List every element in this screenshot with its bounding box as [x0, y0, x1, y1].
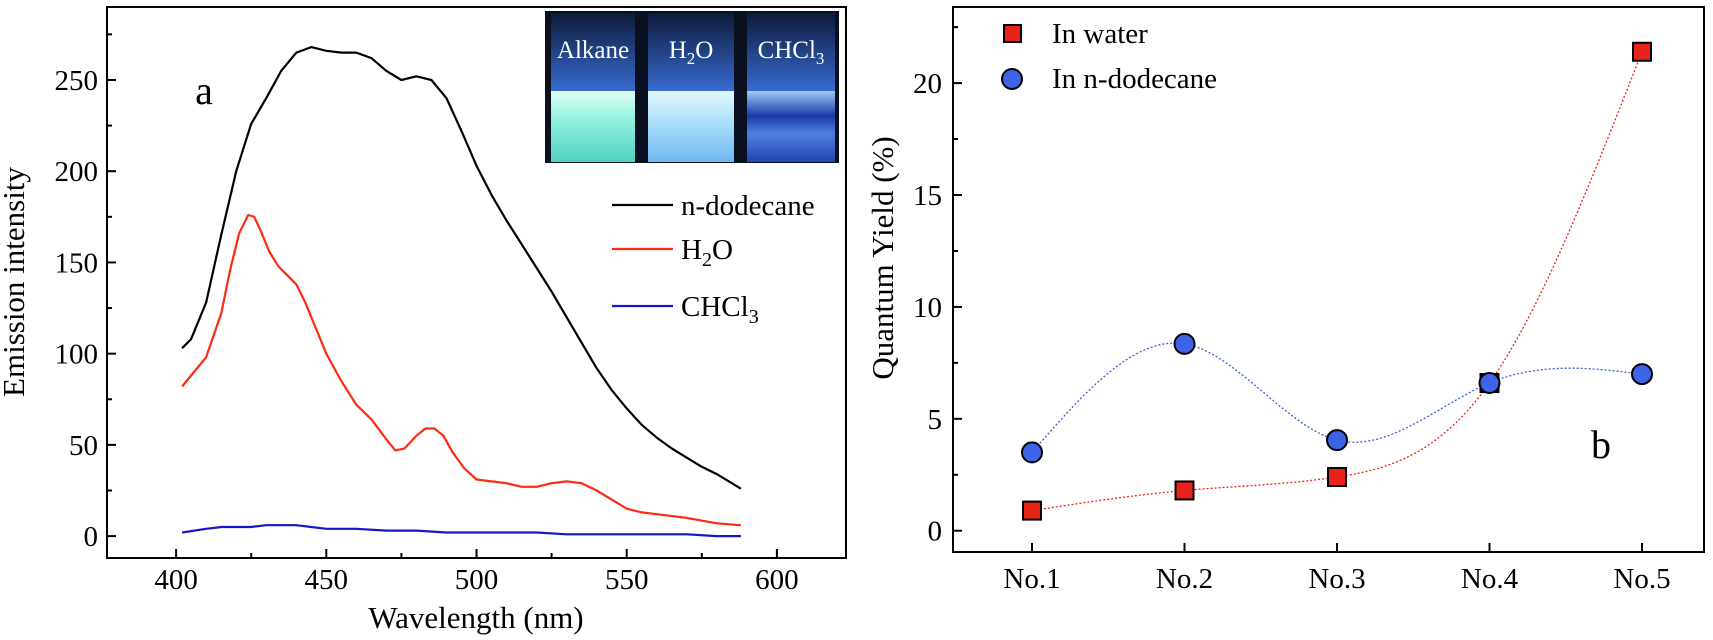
panel-a-ticks: 400 450 500 550 600 0 50 100 150 200 250 — [55, 33, 799, 596]
panel-a-series-group — [181, 45, 742, 538]
marker-in-n-dodecane-no-1 — [1021, 441, 1043, 464]
panel-a-inset-vials: Alkane H2O CHCl3 — [545, 11, 839, 163]
panel-a-x-tick-label: 400 — [154, 564, 198, 596]
panel-a-y-tick-label: 250 — [55, 65, 99, 97]
panel-a-x-tick-label: 600 — [755, 564, 799, 596]
panel-b-y-tick-label: 20 — [913, 68, 942, 100]
panel-a-emission-spectra: 400 450 500 550 600 0 50 100 150 200 250 Wavelengt… — [0, 6, 847, 635]
legend-marker-in-n-dodecane — [1001, 68, 1023, 90]
panel-b-y-axis-label: Quantum Yield (%) — [865, 136, 900, 379]
panel-b-legend: In water In n-dodecane — [1001, 18, 1217, 95]
panel-a-legend: n-dodecane H2O CHCl3 — [612, 190, 815, 328]
panel-b-x-tick-label: No.1 — [1003, 563, 1060, 595]
panel-b-y-tick-label: 15 — [913, 180, 942, 212]
panel-b-x-tick-label: No.5 — [1613, 563, 1670, 595]
panel-a-x-tick-label: 550 — [605, 564, 649, 596]
marker-in-n-dodecane-no-3 — [1326, 429, 1348, 452]
marker-in-water-no-2 — [1174, 480, 1195, 501]
marker-in-water-no-3 — [1327, 467, 1347, 488]
series-line-n-dodecane — [181, 45, 742, 490]
vial-water-liquid — [648, 91, 734, 162]
panel-b-x-tick-label: No.2 — [1156, 563, 1213, 595]
legend-label-n-dodecane: n-dodecane — [681, 190, 815, 222]
marker-in-n-dodecane-no-2 — [1173, 332, 1196, 355]
panel-b-ticks: No.1 No.2 No.3 No.4 No.5 0 5 10 15 20 — [913, 26, 1671, 595]
legend-label-in-water: In water — [1052, 18, 1148, 50]
panel-b-frame — [952, 6, 1705, 553]
legend-label-in-n-dodecane: In n-dodecane — [1052, 63, 1217, 95]
panel-a-x-axis-label: Wavelength (nm) — [368, 600, 583, 635]
inset-label-alkane: Alkane — [557, 37, 629, 64]
panel-a-y-tick-label: 50 — [69, 430, 98, 462]
panel-a-y-axis-label: Emission intensity — [0, 167, 31, 397]
legend-label-chcl3: CHCl3 — [681, 291, 759, 328]
panel-a-x-tick-label: 500 — [455, 564, 499, 596]
marker-in-n-dodecane-no-5 — [1631, 363, 1653, 386]
panel-b-quantum-yield: No.1 No.2 No.3 No.4 No.5 0 5 10 15 20 Quantum Yie… — [865, 6, 1705, 595]
vial-alkane-liquid — [551, 91, 635, 162]
panel-b-y-tick-label: 0 — [928, 516, 943, 548]
marker-in-water-no-1 — [1022, 500, 1042, 521]
panel-a-y-tick-label: 0 — [84, 521, 99, 553]
panel-b-y-tick-label: 5 — [928, 404, 943, 436]
legend-label-h2o: H2O — [681, 234, 733, 271]
legend-marker-in-water — [1003, 24, 1022, 43]
panel-b-markers — [1021, 41, 1653, 521]
panel-a-x-tick-label: 450 — [305, 564, 349, 596]
inset-label-chcl3: CHCl3 — [758, 37, 825, 68]
marker-in-n-dodecane-no-4 — [1478, 372, 1501, 395]
panel-a-y-tick-label: 150 — [55, 247, 99, 279]
panel-b-x-tick-label: No.4 — [1461, 563, 1519, 595]
panel-a-y-tick-label: 100 — [55, 339, 99, 371]
panel-b-x-tick-label: No.3 — [1308, 563, 1365, 595]
series-line-h2o — [181, 213, 741, 527]
vial-chcl3-liquid — [747, 91, 835, 162]
panel-b-y-tick-label: 10 — [913, 292, 942, 324]
panel-a-y-tick-label: 200 — [55, 156, 99, 188]
panel-b-letter: b — [1591, 422, 1611, 467]
series-line-chcl3 — [181, 524, 741, 538]
panel-a-letter: a — [195, 68, 213, 113]
marker-in-water-no-5 — [1632, 41, 1652, 62]
